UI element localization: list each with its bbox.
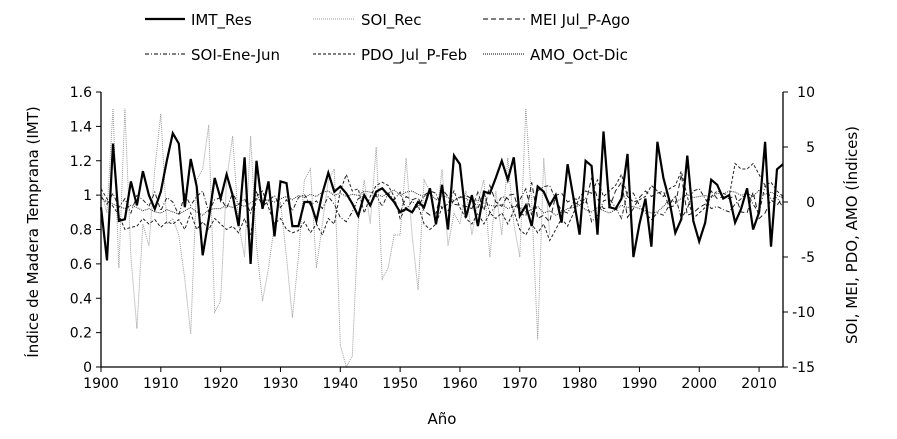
series-line-soi-rec [100, 108, 551, 369]
y2-tick-label: -10 [792, 305, 815, 321]
x-tick-label: 1920 [203, 376, 239, 392]
x-tick-label: 1990 [622, 376, 658, 392]
series-layer [99, 108, 784, 369]
x-tick-label: 2010 [741, 376, 777, 392]
y-tick-label: 1.4 [70, 119, 92, 135]
y2-tick-label: 5 [806, 140, 815, 156]
x-tick-label: 1970 [502, 376, 538, 392]
axes: 1900 1910 1920 1930 1940 1950 1960 1970 1980 1990… [70, 85, 815, 392]
x-tick-label: 1910 [143, 376, 179, 392]
y2-axis-label: SOI, MEI, PDO, AMO (Índices) [842, 126, 861, 344]
y-tick-label: 0.8 [70, 223, 92, 239]
x-tick-label: 1960 [442, 376, 478, 392]
y-tick-label: 0.2 [70, 326, 92, 342]
x-tick-label: 1900 [83, 376, 119, 392]
x-axis-label: Año [428, 410, 457, 428]
y-tick-label: 0 [83, 360, 92, 376]
y-tick-label: 1 [83, 188, 92, 204]
x-tick-label: 1950 [382, 376, 418, 392]
x-tick-label: 1930 [263, 376, 299, 392]
y2-tick-label: -5 [801, 250, 815, 266]
y2-tick-label: 0 [806, 195, 815, 211]
legend-label-soi-rec: SOI_Rec [361, 11, 421, 30]
x-tick-label: 1980 [562, 376, 598, 392]
legend-label-imt-res: IMT_Res [191, 11, 252, 30]
series-line-imt-res [99, 130, 784, 264]
x-tick-label: 1940 [322, 376, 358, 392]
y-tick-label: 0.6 [70, 257, 92, 273]
y2-tick-label: 10 [797, 85, 815, 101]
legend-label-soi-ene-jun: SOI-Ene-Jun [191, 46, 280, 64]
legend: IMT_Res SOI_Rec MEI Jul_P-Ago SOI-Ene-Ju… [145, 11, 630, 65]
y-tick-label: 1.2 [70, 154, 92, 170]
y-tick-label: 0.4 [70, 291, 92, 307]
y-axis-label: Índice de Madera Temprana (IMT) [23, 106, 42, 357]
legend-label-mei: MEI Jul_P-Ago [530, 11, 630, 30]
series-line-soi-ene-jun [100, 183, 784, 223]
legend-label-amo: AMO_Oct-Dic [530, 46, 628, 65]
y-tick-label: 1.6 [70, 85, 92, 101]
y2-tick-label: -15 [792, 360, 815, 376]
legend-label-pdo: PDO_Jul_P-Feb [361, 46, 467, 65]
x-tick-label: 2000 [681, 376, 717, 392]
